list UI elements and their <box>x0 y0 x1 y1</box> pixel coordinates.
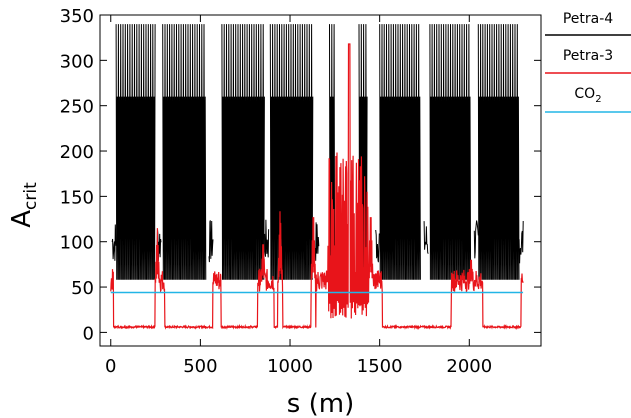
y-tick-label: 300 <box>60 51 94 72</box>
petra-3-line <box>110 43 524 331</box>
petra-4-segment <box>329 24 336 280</box>
axes: 0 500 1000 1500 2000 0 50 100 150 200 250 300 350 s (… <box>7 6 542 418</box>
y-tick-label: 250 <box>60 97 94 118</box>
legend-label: Petra-3 <box>563 48 613 64</box>
petra-4-edge <box>111 224 117 261</box>
y-tick-label: 200 <box>60 142 94 163</box>
plot-frame <box>99 14 542 347</box>
x-tick-label: 500 <box>183 356 217 377</box>
petra-4-segment <box>269 24 314 280</box>
y-tick-label: 50 <box>71 278 94 299</box>
x-tick-label: 1500 <box>357 356 403 377</box>
series-layer <box>110 24 524 331</box>
petra-4-segment <box>429 24 472 280</box>
legend-label: CO2 <box>574 86 601 105</box>
petra-4-segment <box>115 24 156 280</box>
y-tick-label: 350 <box>60 6 94 27</box>
legend: Petra-4 Petra-3 CO2 <box>545 11 631 113</box>
petra-4-edge <box>423 221 429 254</box>
petra-4-edge <box>314 222 320 261</box>
y-tick-label: 150 <box>60 187 94 208</box>
y-tick-label: 0 <box>83 323 94 344</box>
petra-4-segment <box>162 24 207 280</box>
petra-4-edge <box>208 220 214 263</box>
petra-4-segment <box>221 24 265 280</box>
petra-4-edge <box>473 220 479 259</box>
x-tick-label: 2000 <box>446 356 492 377</box>
petra-4-segment <box>379 24 421 280</box>
petra-4-edge <box>518 220 524 264</box>
y-axis-label: Acrit <box>7 182 41 228</box>
legend-label: Petra-4 <box>563 11 613 27</box>
petra-4-edge <box>375 229 381 263</box>
x-tick-label: 0 <box>105 356 116 377</box>
y-tick-label: 100 <box>60 233 94 254</box>
petra-4-edge <box>264 219 270 258</box>
petra-4-segment <box>477 24 520 280</box>
x-tick-label: 1000 <box>267 356 313 377</box>
x-axis-label: s (m) <box>287 389 354 418</box>
